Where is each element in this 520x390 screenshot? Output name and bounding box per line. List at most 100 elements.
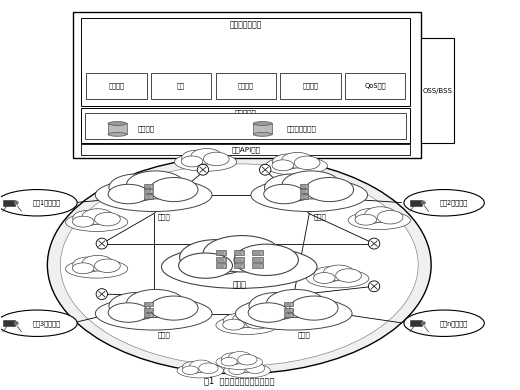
Ellipse shape — [265, 157, 328, 175]
FancyBboxPatch shape — [145, 184, 153, 188]
Ellipse shape — [229, 366, 245, 374]
Ellipse shape — [404, 190, 484, 216]
Ellipse shape — [14, 321, 18, 325]
Ellipse shape — [245, 316, 271, 329]
FancyBboxPatch shape — [234, 250, 244, 255]
Ellipse shape — [314, 267, 343, 282]
Text: 边缘云: 边缘云 — [158, 332, 171, 338]
Ellipse shape — [264, 184, 304, 204]
Ellipse shape — [189, 360, 213, 372]
Ellipse shape — [108, 184, 149, 204]
Text: 中心云: 中心云 — [232, 280, 246, 289]
Ellipse shape — [96, 238, 108, 249]
Ellipse shape — [73, 257, 102, 272]
FancyBboxPatch shape — [345, 73, 405, 99]
FancyBboxPatch shape — [151, 73, 211, 99]
FancyBboxPatch shape — [410, 200, 422, 206]
Ellipse shape — [96, 289, 108, 300]
Ellipse shape — [182, 366, 198, 374]
Ellipse shape — [126, 289, 185, 317]
Ellipse shape — [282, 171, 341, 199]
Ellipse shape — [223, 319, 244, 330]
FancyBboxPatch shape — [145, 189, 153, 193]
Ellipse shape — [355, 214, 376, 225]
Ellipse shape — [109, 292, 163, 320]
Ellipse shape — [377, 211, 403, 224]
Ellipse shape — [282, 152, 313, 168]
Ellipse shape — [272, 160, 294, 171]
Ellipse shape — [162, 245, 317, 288]
Ellipse shape — [404, 310, 484, 337]
Ellipse shape — [108, 133, 127, 136]
FancyBboxPatch shape — [85, 113, 406, 140]
Ellipse shape — [150, 177, 198, 202]
Ellipse shape — [290, 296, 338, 320]
Text: 网管3无线接入: 网管3无线接入 — [32, 320, 60, 326]
Text: 网管n无线接入: 网管n无线接入 — [439, 320, 467, 326]
FancyBboxPatch shape — [252, 250, 263, 255]
Ellipse shape — [259, 164, 271, 175]
FancyBboxPatch shape — [145, 307, 153, 312]
Ellipse shape — [272, 154, 302, 169]
Ellipse shape — [47, 156, 431, 374]
Text: 网管2无线接入: 网管2无线接入 — [439, 199, 467, 206]
Ellipse shape — [224, 363, 270, 378]
Ellipse shape — [183, 362, 204, 373]
Ellipse shape — [178, 253, 232, 278]
FancyBboxPatch shape — [81, 144, 410, 155]
FancyBboxPatch shape — [252, 257, 263, 262]
Ellipse shape — [238, 355, 257, 365]
FancyBboxPatch shape — [234, 263, 244, 268]
Ellipse shape — [348, 211, 410, 229]
Text: 云控制器: 云控制器 — [137, 126, 154, 132]
Ellipse shape — [253, 133, 272, 136]
Text: 调度管理层: 调度管理层 — [235, 110, 257, 116]
Ellipse shape — [248, 303, 289, 322]
Text: 网管1无线接入: 网管1无线接入 — [32, 199, 60, 206]
Ellipse shape — [203, 236, 281, 272]
Ellipse shape — [108, 122, 127, 126]
Ellipse shape — [66, 213, 128, 231]
Ellipse shape — [73, 211, 102, 226]
FancyBboxPatch shape — [216, 250, 226, 255]
FancyBboxPatch shape — [86, 73, 147, 99]
Ellipse shape — [179, 239, 252, 275]
Ellipse shape — [251, 179, 368, 211]
Ellipse shape — [197, 164, 209, 175]
Ellipse shape — [236, 360, 259, 372]
Ellipse shape — [95, 179, 212, 211]
Ellipse shape — [0, 310, 77, 337]
Text: QoS管理: QoS管理 — [364, 83, 386, 89]
Text: OSS/BSS: OSS/BSS — [423, 88, 452, 94]
Ellipse shape — [228, 351, 252, 364]
FancyBboxPatch shape — [300, 189, 308, 193]
Text: 功能编排: 功能编排 — [238, 83, 254, 89]
Ellipse shape — [245, 363, 265, 374]
Ellipse shape — [368, 281, 380, 292]
FancyBboxPatch shape — [145, 302, 153, 306]
Ellipse shape — [82, 209, 113, 224]
FancyBboxPatch shape — [300, 184, 308, 188]
Ellipse shape — [265, 174, 319, 201]
Ellipse shape — [72, 263, 94, 274]
Ellipse shape — [199, 363, 218, 374]
Ellipse shape — [108, 303, 149, 322]
Ellipse shape — [95, 297, 212, 330]
FancyBboxPatch shape — [234, 257, 244, 262]
FancyBboxPatch shape — [3, 200, 15, 206]
FancyBboxPatch shape — [215, 73, 276, 99]
Ellipse shape — [305, 177, 354, 202]
FancyBboxPatch shape — [216, 263, 226, 268]
Ellipse shape — [109, 174, 163, 201]
Text: 服务注册: 服务注册 — [109, 83, 124, 89]
FancyBboxPatch shape — [81, 108, 410, 142]
FancyBboxPatch shape — [108, 124, 127, 135]
Ellipse shape — [234, 244, 298, 275]
FancyBboxPatch shape — [3, 320, 15, 326]
Ellipse shape — [82, 255, 113, 271]
FancyBboxPatch shape — [421, 38, 454, 143]
Ellipse shape — [0, 190, 77, 216]
Ellipse shape — [368, 238, 380, 249]
Ellipse shape — [177, 363, 224, 378]
Ellipse shape — [323, 265, 355, 281]
